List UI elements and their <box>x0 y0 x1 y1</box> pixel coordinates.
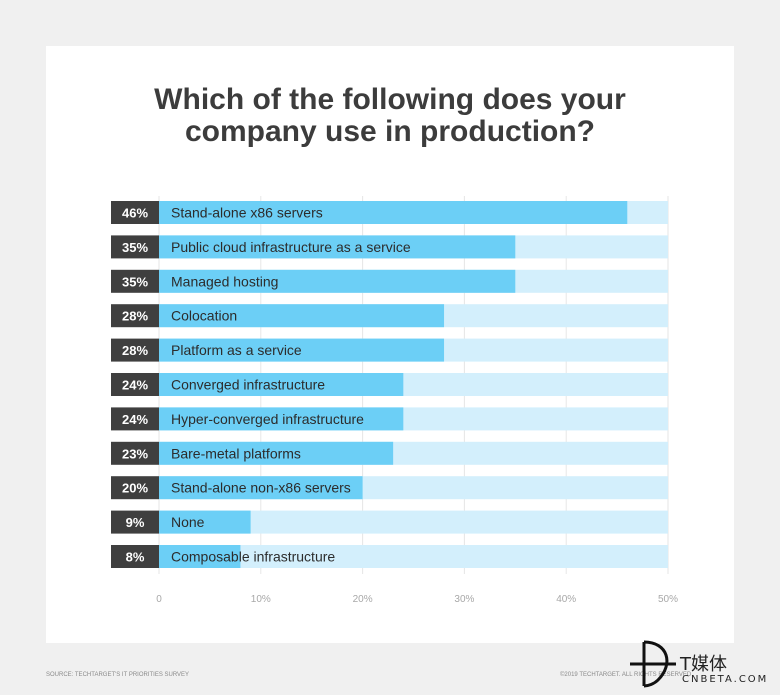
watermark-subtext: CNBETA.COM <box>682 674 769 685</box>
value-box <box>111 269 159 293</box>
x-tick-label: 20% <box>353 594 373 605</box>
value-box <box>111 373 159 396</box>
bar <box>159 510 251 534</box>
value-label: 20% <box>122 481 148 496</box>
bar <box>159 304 445 328</box>
bar <box>159 545 241 568</box>
x-tick-label: 30% <box>454 594 474 605</box>
category-label: Composable infrastructure <box>171 549 335 565</box>
category-label: Converged infrastructure <box>171 377 325 393</box>
copyright-note: ©2019 TECHTARGET. ALL RIGHTS RESERVED <box>560 672 692 678</box>
category-label: Stand-alone x86 servers <box>171 205 323 221</box>
value-label: 35% <box>122 240 148 255</box>
value-box <box>111 545 159 568</box>
bar-chart: 46% Stand-alone x86 servers 35% Public clou… <box>111 196 678 605</box>
value-label: 9% <box>126 515 145 530</box>
x-tick-label: 40% <box>556 594 576 605</box>
bar <box>159 338 445 362</box>
watermark: T媒体 CNBETA.COM <box>628 636 778 692</box>
value-label: 28% <box>122 343 148 358</box>
category-label: Stand-alone non-x86 servers <box>171 480 351 496</box>
bar <box>159 407 404 431</box>
value-box <box>111 235 159 259</box>
value-label: 24% <box>122 412 148 427</box>
value-label: 8% <box>126 550 145 565</box>
value-label: 24% <box>122 378 148 393</box>
bar <box>159 201 628 224</box>
x-tick-label: 50% <box>658 594 678 605</box>
category-label: Platform as a service <box>171 342 302 358</box>
x-tick-label: 0 <box>156 594 162 605</box>
value-box <box>111 510 159 534</box>
bar-track <box>159 545 668 568</box>
category-label: Hyper-converged infrastructure <box>171 411 364 427</box>
bar <box>159 269 516 293</box>
bar-track <box>159 510 668 534</box>
chart-card: Which of the following does your company… <box>46 46 734 643</box>
value-label: 35% <box>122 274 148 289</box>
chart-title-line-2: company use in production? <box>184 115 596 148</box>
category-label: None <box>171 514 205 530</box>
value-box <box>111 476 159 500</box>
chart-title-line-1: Which of the following does your <box>154 83 626 116</box>
value-label: 46% <box>122 206 148 221</box>
value-box <box>111 338 159 362</box>
source-note: SOURCE: TECHTARGET'S IT PRIORITIES SURVE… <box>46 672 190 678</box>
watermark-text: T媒体 <box>680 654 727 675</box>
category-label: Public cloud infrastructure as a service <box>171 239 411 255</box>
category-label: Bare-metal platforms <box>171 445 301 461</box>
category-label: Colocation <box>171 308 237 324</box>
value-box <box>111 407 159 431</box>
value-box <box>111 441 159 465</box>
watermark-logo-icon <box>630 640 676 688</box>
bar <box>159 441 394 465</box>
value-label: 23% <box>122 446 148 461</box>
chart-title: Which of the following does your company… <box>46 84 734 148</box>
bar <box>159 373 404 396</box>
value-label: 28% <box>122 309 148 324</box>
value-box <box>111 304 159 328</box>
category-label: Managed hosting <box>171 273 278 289</box>
x-tick-label: 10% <box>251 594 271 605</box>
bar <box>159 235 516 259</box>
value-box <box>111 201 159 224</box>
bar <box>159 476 363 500</box>
